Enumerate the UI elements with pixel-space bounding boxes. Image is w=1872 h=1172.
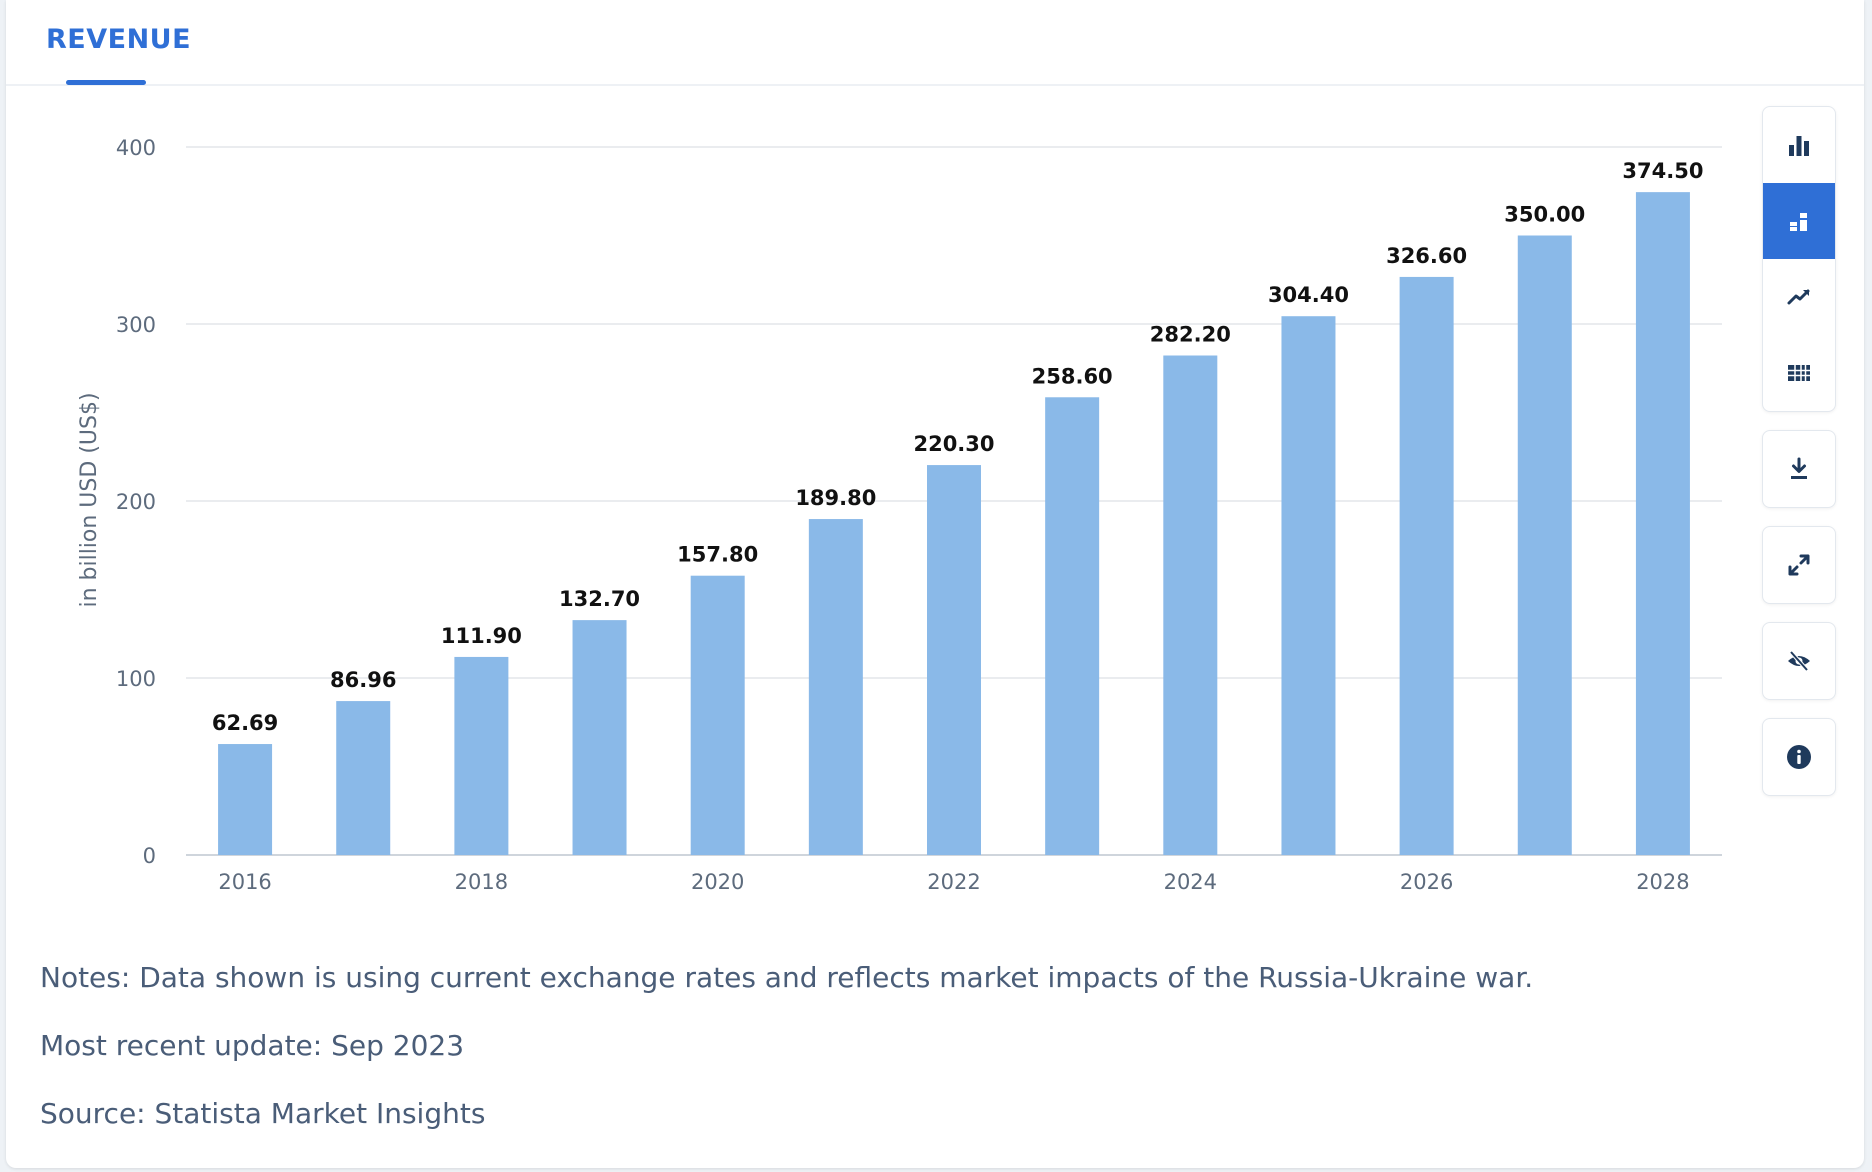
chart-axes: 0 100 200 300 400 2016 2018 2020 2022 2024 2026 202… [116,136,1690,894]
x-tick-label: 2026 [1400,870,1453,894]
download-group [1762,430,1836,508]
y-tick-label: 200 [116,490,156,514]
bar [1163,355,1218,855]
bar-chart-icon [1789,136,1809,156]
y-axis-label: in billion USD (US$) [77,392,102,607]
y-tick-label: 300 [116,313,156,337]
bar [690,575,745,855]
hide-icon [1788,650,1810,672]
x-tick-label: 2022 [927,870,980,894]
bar-value-label: 282.20 [1150,323,1231,347]
bar [572,620,627,855]
bar-value-label: 86.96 [330,668,396,692]
bar [218,744,273,855]
hide-group [1762,622,1836,700]
expand-button[interactable] [1763,527,1835,603]
bar [1045,397,1100,855]
bar [454,656,509,855]
x-tick-label: 2016 [218,870,271,894]
expand-group [1762,526,1836,604]
bar [927,465,981,855]
trend-line-icon [1787,289,1810,305]
bar [808,519,863,855]
notes-text: Notes: Data shown is using current excha… [40,961,1534,994]
y-tick-label: 400 [116,136,156,160]
download-button[interactable] [1763,431,1835,507]
chart-view-switcher [1762,106,1836,412]
tab-bar: REVENUE [6,0,1864,86]
revenue-bar-chart: 62.69 86.96 111.90 132.70 157.80 189.80 220.30… [77,136,1722,894]
info-group [1762,718,1836,796]
hide-button[interactable] [1763,623,1835,699]
stacked-bar-button[interactable] [1763,183,1835,259]
active-tab-indicator [66,80,146,85]
x-tick-label: 2018 [455,870,508,894]
source-text: Source: Statista Market Insights [40,1097,486,1130]
bar [1635,192,1690,855]
table-view-button[interactable] [1763,335,1835,411]
bar-value-label: 220.30 [913,432,994,456]
trend-line-button[interactable] [1763,259,1835,335]
bar-value-label: 374.50 [1622,159,1703,183]
info-icon [1787,745,1811,769]
bar-chart-button[interactable] [1763,107,1835,183]
update-text: Most recent update: Sep 2023 [40,1029,465,1062]
bar [336,701,391,855]
x-tick-label: 2024 [1164,870,1217,894]
expand-icon [1788,554,1810,576]
bar [1281,316,1336,855]
bar-value-label: 258.60 [1032,364,1113,388]
bar-value-label: 111.90 [441,624,522,648]
info-button[interactable] [1763,719,1835,795]
bar [1517,235,1572,855]
chart-bars [218,192,1690,856]
bar [1399,276,1454,856]
x-tick-label: 2028 [1636,870,1689,894]
stacked-bar-icon [1790,213,1807,231]
bar-value-label: 326.60 [1386,244,1467,268]
chart-value-labels: 62.69 86.96 111.90 132.70 157.80 189.80 220.30… [212,159,1704,735]
table-grid-icon [1788,365,1810,381]
tab-revenue[interactable]: REVENUE [46,24,192,55]
download-icon [1791,457,1807,479]
bar-value-label: 304.40 [1268,283,1349,307]
y-tick-label: 0 [143,844,156,868]
bar-value-label: 62.69 [212,711,278,735]
chart-notes: Notes: Data shown is using current excha… [40,944,1533,1148]
bar-value-label: 189.80 [795,486,876,510]
bar-value-label: 132.70 [559,587,640,611]
bar-value-label: 350.00 [1504,203,1585,227]
bar-value-label: 157.80 [677,543,758,567]
x-tick-label: 2020 [691,870,744,894]
y-tick-label: 100 [116,667,156,691]
